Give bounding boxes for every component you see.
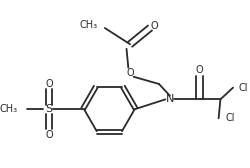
Text: S: S [45, 104, 52, 114]
Text: N: N [166, 94, 174, 104]
Text: CH₃: CH₃ [0, 104, 17, 114]
Text: Cl: Cl [226, 113, 235, 123]
Text: O: O [45, 130, 53, 140]
Text: O: O [126, 68, 134, 78]
Text: O: O [45, 79, 53, 89]
Text: CH₃: CH₃ [80, 20, 98, 30]
Text: Cl: Cl [238, 83, 248, 93]
Text: O: O [196, 65, 203, 75]
Text: O: O [151, 21, 158, 31]
